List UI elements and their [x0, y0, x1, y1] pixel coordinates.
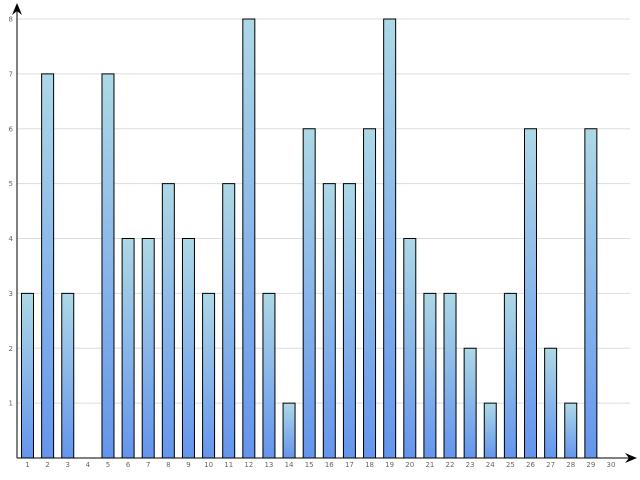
x-tick-label: 17	[345, 461, 354, 469]
bar-18	[363, 128, 377, 459]
x-tick-label: 23	[466, 461, 475, 469]
x-tick-label: 7	[146, 461, 150, 469]
bar-16	[322, 183, 336, 459]
bar-15	[302, 128, 316, 459]
bar-26	[524, 128, 537, 459]
bar-25	[503, 292, 517, 459]
bar-14	[282, 402, 296, 459]
x-tick-label: 30	[607, 461, 616, 469]
bar-12	[242, 18, 256, 459]
x-tick-label: 11	[224, 461, 233, 469]
x-tick-label: 1	[25, 461, 29, 469]
bar-6	[121, 238, 135, 459]
bar-2	[41, 73, 55, 459]
x-tick-label: 22	[446, 461, 455, 469]
x-tick-label: 18	[365, 461, 374, 469]
bar-10	[202, 292, 216, 459]
y-tick-label: 8	[9, 16, 13, 24]
y-tick-label: 2	[9, 345, 13, 353]
bar-1	[21, 292, 34, 459]
x-tick-labels: 1 2 3 4 5 6 7 8 9 10 11 12 13 14 15 16 17 18 19 20 21 22 23 24 2…	[25, 461, 615, 469]
x-tick-label: 3	[66, 461, 70, 469]
x-tick-label: 6	[126, 461, 131, 469]
x-tick-label: 2	[45, 461, 49, 469]
bar-24	[483, 402, 497, 459]
bar-29	[584, 128, 598, 459]
bar-3	[61, 292, 75, 459]
y-tick-label: 4	[9, 235, 14, 243]
bar-23	[463, 347, 477, 459]
bar-5	[101, 73, 115, 459]
x-tick-label: 26	[526, 461, 535, 469]
bar-22	[443, 292, 457, 459]
x-tick-label: 9	[186, 461, 190, 469]
x-tick-label: 4	[86, 461, 91, 469]
x-tick-label: 12	[244, 461, 253, 469]
x-tick-label: 14	[285, 461, 294, 469]
x-axis-arrow-icon	[625, 453, 637, 463]
bar-17	[342, 183, 356, 459]
y-tick-label: 7	[9, 70, 13, 78]
bar-13	[262, 292, 276, 459]
x-tick-label: 25	[506, 461, 515, 469]
y-tick-label: 1	[9, 400, 13, 408]
axes	[12, 3, 637, 463]
x-tick-label: 16	[325, 461, 334, 469]
bar-8	[161, 183, 175, 459]
x-tick-label: 5	[106, 461, 110, 469]
bar-27	[544, 347, 558, 459]
bar-20	[403, 238, 417, 459]
bar-7	[141, 238, 155, 459]
x-tick-label: 21	[425, 461, 434, 469]
x-tick-label: 13	[264, 461, 273, 469]
bar-11	[222, 183, 236, 459]
x-tick-label: 15	[305, 461, 314, 469]
bar-21	[423, 292, 437, 459]
y-tick-label: 3	[9, 290, 13, 298]
x-tick-label: 20	[405, 461, 414, 469]
bar-9	[181, 238, 195, 459]
y-tick-label: 6	[9, 125, 14, 133]
x-tick-label: 24	[486, 461, 495, 469]
x-tick-label: 10	[204, 461, 213, 469]
x-tick-label: 8	[166, 461, 170, 469]
y-axis-arrow-icon	[12, 3, 22, 15]
y-tick-labels: 1 2 3 4 5 6 7 8	[9, 16, 14, 408]
bar-19	[383, 18, 397, 459]
x-tick-label: 29	[586, 461, 595, 469]
x-tick-label: 28	[566, 461, 575, 469]
bar-28	[564, 402, 578, 459]
x-tick-label: 19	[385, 461, 394, 469]
y-tick-label: 5	[9, 180, 13, 188]
x-tick-label: 27	[546, 461, 555, 469]
